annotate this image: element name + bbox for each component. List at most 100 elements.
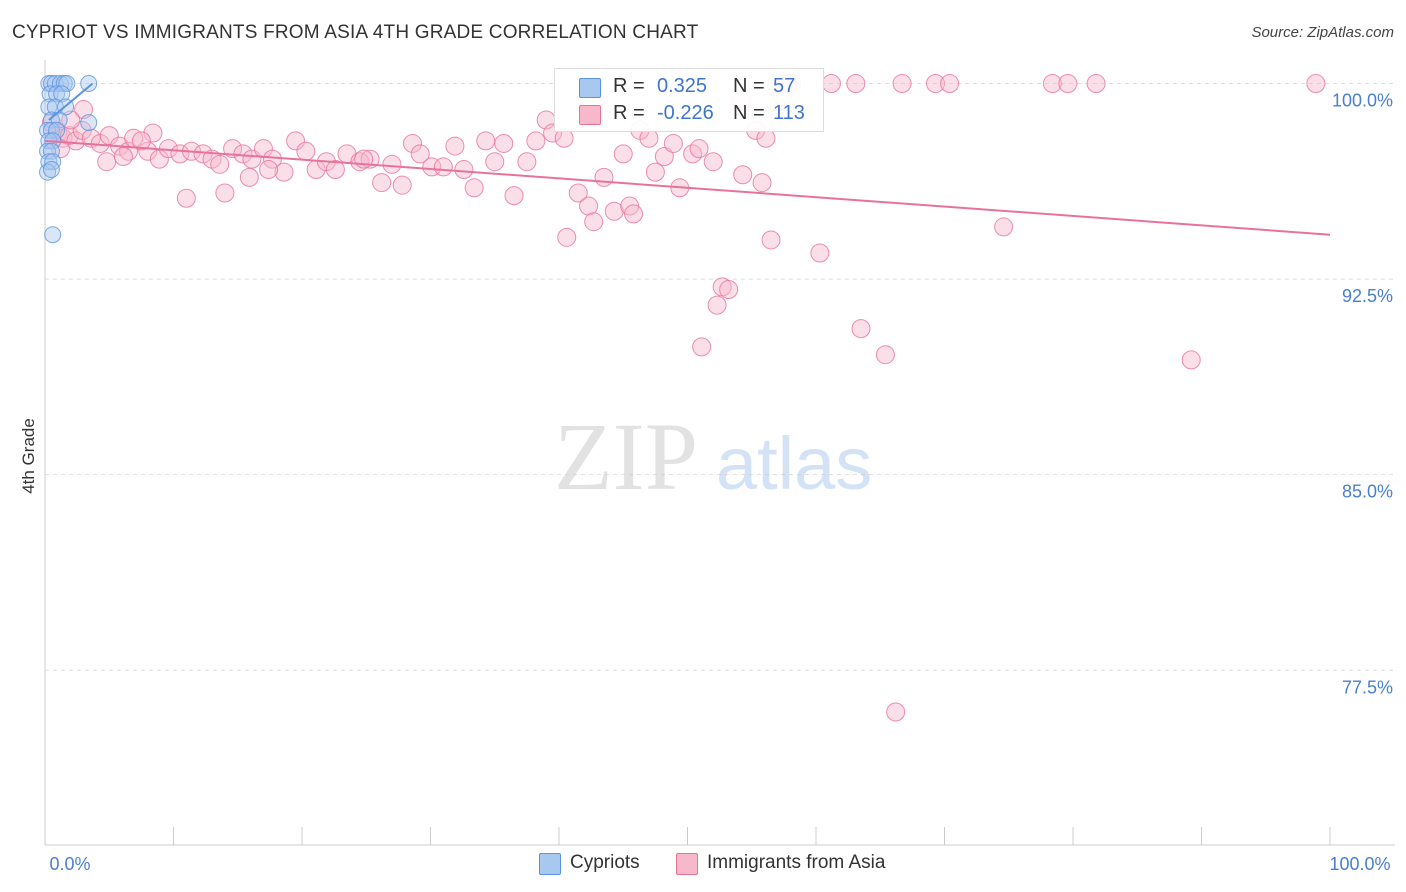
- data-point: [504, 186, 524, 206]
- data-point: [692, 337, 712, 357]
- data-point: [296, 141, 316, 161]
- asia-trend-line: [44, 139, 1331, 236]
- correlation-legend: R = 0.325 N = 57 R = -0.226 N = 113: [554, 68, 824, 132]
- data-point: [494, 133, 514, 153]
- data-point: [97, 152, 117, 172]
- legend-r-label: R =: [613, 102, 645, 124]
- y-tick-label: 100.0%: [1332, 90, 1393, 110]
- legend-row-asia: R = -0.226 N = 113: [555, 101, 823, 127]
- data-point: [719, 280, 739, 300]
- data-point: [810, 243, 830, 263]
- y-tick-label: 85.0%: [1342, 482, 1393, 502]
- y-axis-label: 4th Grade: [19, 418, 38, 494]
- data-point: [325, 160, 345, 180]
- trend-lines: [44, 82, 1331, 236]
- data-point: [74, 100, 94, 120]
- chart-title: CYPRIOT VS IMMIGRANTS FROM ASIA 4TH GRAD…: [12, 22, 699, 43]
- data-point: [733, 165, 753, 185]
- data-point: [1058, 73, 1078, 93]
- data-point: [568, 183, 588, 203]
- cypriot-swatch: [579, 78, 601, 98]
- data-point: [239, 167, 259, 187]
- data-point: [215, 183, 235, 203]
- data-point: [44, 226, 62, 244]
- data-point: [41, 85, 59, 103]
- watermark-atlas: atlas: [716, 422, 872, 505]
- data-point: [113, 146, 133, 166]
- data-point: [286, 131, 306, 151]
- data-point: [851, 319, 871, 339]
- cypriot-trend-line: [48, 82, 94, 121]
- data-point: [703, 152, 723, 172]
- asia-legend-label: Immigrants from Asia: [707, 852, 886, 873]
- data-point: [940, 73, 960, 93]
- data-point: [517, 152, 537, 172]
- data-point: [689, 139, 709, 159]
- source-label: Source: ZipAtlas.com: [1251, 24, 1394, 41]
- x-tick-label-min: 0.0%: [49, 854, 90, 874]
- data-point: [613, 144, 633, 164]
- data-point: [476, 131, 496, 151]
- data-point: [210, 154, 230, 174]
- data-point: [259, 160, 279, 180]
- data-point: [846, 73, 866, 93]
- data-point: [557, 227, 577, 247]
- data-point: [223, 139, 243, 159]
- data-point: [752, 173, 772, 193]
- data-point: [422, 157, 442, 177]
- legend-n-value: 57: [773, 75, 796, 97]
- legend-r-value: -0.226: [657, 102, 714, 124]
- legend-n-label: N =: [733, 75, 765, 97]
- data-point: [80, 74, 98, 92]
- data-point: [410, 144, 430, 164]
- data-point: [1306, 73, 1326, 93]
- data-point: [926, 73, 946, 93]
- cypriot-legend-label: Cypriots: [570, 852, 640, 873]
- asia-legend-swatch: [676, 853, 698, 875]
- data-point: [579, 196, 599, 216]
- legend-r-label: R =: [613, 75, 645, 97]
- watermark-zip: ZIP: [554, 403, 698, 510]
- legend-n-value: 113: [773, 102, 805, 124]
- data-point: [138, 141, 158, 161]
- data-point: [392, 175, 412, 195]
- data-point: [403, 133, 423, 153]
- y-tick-label: 92.5%: [1342, 286, 1393, 306]
- x-tick-label-max: 100.0%: [1329, 854, 1390, 874]
- data-point: [40, 98, 58, 116]
- data-point: [445, 136, 465, 156]
- data-point: [66, 131, 86, 151]
- data-point: [464, 178, 484, 198]
- data-point: [42, 161, 60, 179]
- y-tick-label: 77.5%: [1342, 677, 1393, 697]
- asia-points: [41, 73, 1326, 722]
- data-point: [48, 85, 66, 103]
- y-tick-labels: 100.0% 92.5% 85.0% 77.5%: [1332, 90, 1393, 697]
- data-point: [594, 167, 614, 187]
- data-point: [274, 162, 294, 182]
- data-point: [994, 217, 1014, 237]
- data-point: [654, 146, 674, 166]
- legend-row-cypriot: R = 0.325 N = 57: [555, 74, 823, 100]
- data-point: [875, 345, 895, 365]
- data-point: [58, 74, 76, 92]
- data-point: [485, 152, 505, 172]
- data-point: [143, 123, 163, 143]
- data-point: [454, 160, 474, 180]
- data-point: [1181, 350, 1201, 370]
- data-point: [80, 114, 98, 132]
- legend-n-label: N =: [733, 102, 765, 124]
- data-point: [604, 201, 624, 221]
- data-point: [1042, 73, 1062, 93]
- asia-swatch: [579, 105, 601, 125]
- data-point: [886, 702, 906, 722]
- cypriot-legend-swatch: [539, 853, 561, 875]
- data-point: [584, 212, 604, 232]
- data-point: [1086, 73, 1106, 93]
- data-point: [372, 173, 392, 193]
- data-point: [624, 204, 644, 224]
- legend-r-value: 0.325: [657, 75, 708, 97]
- data-point: [526, 131, 546, 151]
- cypriot-points: [39, 74, 98, 244]
